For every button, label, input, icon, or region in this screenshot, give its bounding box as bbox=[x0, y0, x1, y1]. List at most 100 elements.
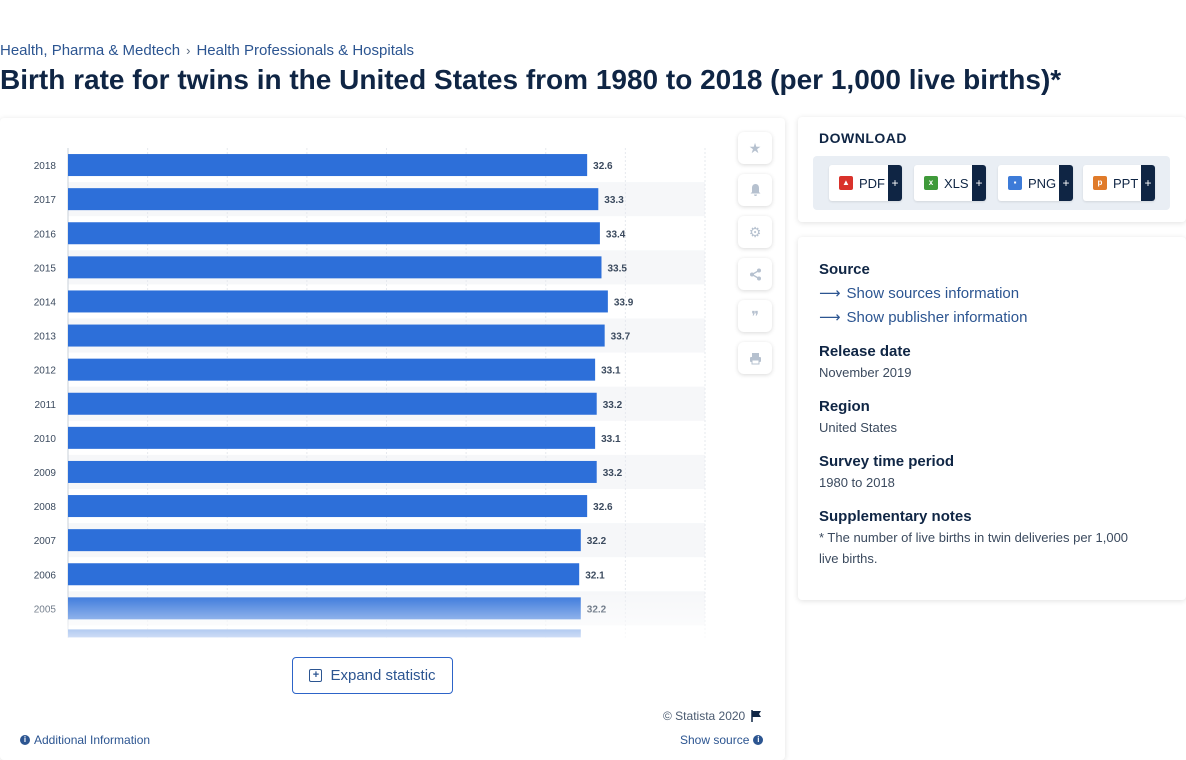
bar bbox=[68, 426, 596, 449]
bar bbox=[68, 460, 597, 483]
copyright: © Statista 2020 bbox=[663, 709, 762, 723]
show-source-link[interactable]: Show source i bbox=[680, 733, 764, 747]
supplementary-notes-value: * The number of live births in twin deli… bbox=[819, 530, 1129, 566]
plus-icon[interactable]: + bbox=[888, 165, 902, 201]
statistic-info-card: Source ⟶ Show sources information ⟶ Show… bbox=[798, 237, 1186, 600]
data-label: 33.2 bbox=[603, 468, 623, 479]
bar-chart: 32.6 2018 33.3 2017 33.4 2016 33.5 2015 33.9 2014… bbox=[0, 148, 712, 638]
ppt-file-icon: p bbox=[1093, 176, 1107, 190]
region-value: United States bbox=[819, 420, 898, 435]
chart-card: 32.6 2018 33.3 2017 33.4 2016 33.5 2015 33.9 2014… bbox=[0, 118, 785, 760]
data-label: 32.1 bbox=[585, 570, 605, 581]
data-label: 33.5 bbox=[607, 263, 627, 274]
show-sources-link[interactable]: ⟶ Show sources information bbox=[819, 284, 1020, 303]
data-label: 33.4 bbox=[606, 229, 626, 240]
bar bbox=[68, 324, 605, 347]
release-date-value: November 2019 bbox=[819, 365, 912, 380]
png-file-icon: ▪ bbox=[1008, 176, 1022, 190]
xls-file-icon: x bbox=[924, 176, 938, 190]
expand-statistic-label: Expand statistic bbox=[330, 667, 436, 684]
download-png-label: PNG bbox=[1028, 175, 1057, 191]
y-tick-label: 2008 bbox=[34, 502, 57, 513]
download-xls-button[interactable]: x XLS + bbox=[914, 165, 986, 201]
download-pdf-label: PDF bbox=[859, 175, 885, 191]
show-publisher-label: Show publisher information bbox=[846, 308, 1028, 326]
fade-overlay bbox=[0, 591, 712, 638]
download-ppt-button[interactable]: p PPT + bbox=[1083, 165, 1155, 201]
show-source-label: Show source bbox=[680, 733, 750, 747]
data-label: 33.1 bbox=[601, 366, 621, 377]
y-tick-label: 2010 bbox=[34, 434, 57, 445]
expand-statistic-button[interactable]: + Expand statistic bbox=[292, 657, 453, 694]
y-tick-label: 2013 bbox=[34, 332, 57, 343]
y-tick-label: 2015 bbox=[34, 263, 57, 274]
bar bbox=[68, 154, 588, 177]
y-tick-label: 2006 bbox=[34, 570, 57, 581]
download-png-button[interactable]: ▪ PNG + bbox=[998, 165, 1073, 201]
bar bbox=[68, 563, 580, 586]
release-date-label: Release date bbox=[819, 343, 911, 360]
survey-period-value: 1980 to 2018 bbox=[819, 475, 895, 490]
data-label: 32.6 bbox=[593, 502, 613, 513]
plus-icon[interactable]: + bbox=[1059, 165, 1073, 201]
download-title: DOWNLOAD bbox=[819, 130, 907, 146]
bar bbox=[68, 188, 599, 211]
plus-icon[interactable]: + bbox=[1141, 165, 1155, 201]
share-icon[interactable] bbox=[738, 258, 772, 290]
print-icon[interactable] bbox=[738, 342, 772, 374]
bell-icon[interactable] bbox=[738, 174, 772, 206]
arrow-right-icon: ⟶ bbox=[819, 285, 841, 302]
bar bbox=[68, 222, 600, 245]
download-pdf-button[interactable]: ▲ PDF + bbox=[829, 165, 902, 201]
gear-icon[interactable]: ⚙ bbox=[738, 216, 772, 248]
bar bbox=[68, 529, 581, 552]
y-tick-label: 2017 bbox=[34, 195, 57, 206]
y-tick-label: 2012 bbox=[34, 366, 57, 377]
region-label: Region bbox=[819, 398, 870, 415]
data-label: 33.3 bbox=[604, 195, 624, 206]
additional-information-link[interactable]: i Additional Information bbox=[20, 733, 150, 747]
bar bbox=[68, 392, 597, 415]
y-tick-label: 2018 bbox=[34, 161, 57, 172]
breadcrumb-item-hospitals[interactable]: Health Professionals & Hospitals bbox=[196, 42, 415, 59]
data-label: 33.1 bbox=[601, 434, 621, 445]
star-icon[interactable]: ★ bbox=[738, 132, 772, 164]
source-label: Source bbox=[819, 261, 870, 278]
data-label: 33.2 bbox=[603, 400, 623, 411]
copyright-text: © Statista 2020 bbox=[663, 709, 746, 723]
data-label: 33.9 bbox=[614, 297, 634, 308]
plus-icon[interactable]: + bbox=[972, 165, 986, 201]
additional-information-label: Additional Information bbox=[34, 733, 151, 747]
bar bbox=[68, 495, 588, 518]
bar bbox=[68, 256, 602, 279]
page-title: Birth rate for twins in the United State… bbox=[0, 64, 1062, 95]
download-bar: ▲ PDF + x XLS + ▪ PNG + p PPT + bbox=[813, 156, 1170, 210]
expand-icon: + bbox=[309, 669, 323, 682]
y-tick-label: 2014 bbox=[34, 297, 57, 308]
survey-period-label: Survey time period bbox=[819, 453, 955, 470]
y-tick-label: 2009 bbox=[34, 468, 57, 479]
show-publisher-link[interactable]: ⟶ Show publisher information bbox=[819, 308, 1028, 327]
bar bbox=[68, 358, 596, 381]
data-label: 33.7 bbox=[611, 332, 631, 343]
download-card: DOWNLOAD ▲ PDF + x XLS + ▪ PNG + p PPT + bbox=[798, 117, 1186, 222]
supplementary-notes-label: Supplementary notes bbox=[819, 508, 972, 525]
y-tick-label: 2007 bbox=[34, 536, 57, 547]
data-label: 32.2 bbox=[587, 536, 607, 547]
show-sources-label: Show sources information bbox=[846, 284, 1020, 302]
y-tick-label: 2016 bbox=[34, 229, 57, 240]
data-label: 32.6 bbox=[593, 161, 613, 172]
info-icon: i bbox=[20, 735, 30, 745]
breadcrumb-separator: › bbox=[186, 43, 191, 58]
breadcrumb-item-health[interactable]: Health, Pharma & Medtech bbox=[0, 42, 181, 59]
bar bbox=[68, 290, 608, 313]
arrow-right-icon: ⟶ bbox=[819, 309, 841, 326]
breadcrumb: Health, Pharma & Medtech › Health Profes… bbox=[0, 42, 414, 59]
flag-icon[interactable] bbox=[751, 710, 762, 722]
pdf-file-icon: ▲ bbox=[839, 176, 853, 190]
quote-icon[interactable]: ❞ bbox=[738, 300, 772, 332]
info-icon: i bbox=[753, 735, 764, 745]
download-ppt-label: PPT bbox=[1113, 175, 1139, 191]
download-xls-label: XLS bbox=[944, 175, 969, 191]
chart-toolbar: ★ ⚙ ❞ bbox=[738, 132, 772, 374]
